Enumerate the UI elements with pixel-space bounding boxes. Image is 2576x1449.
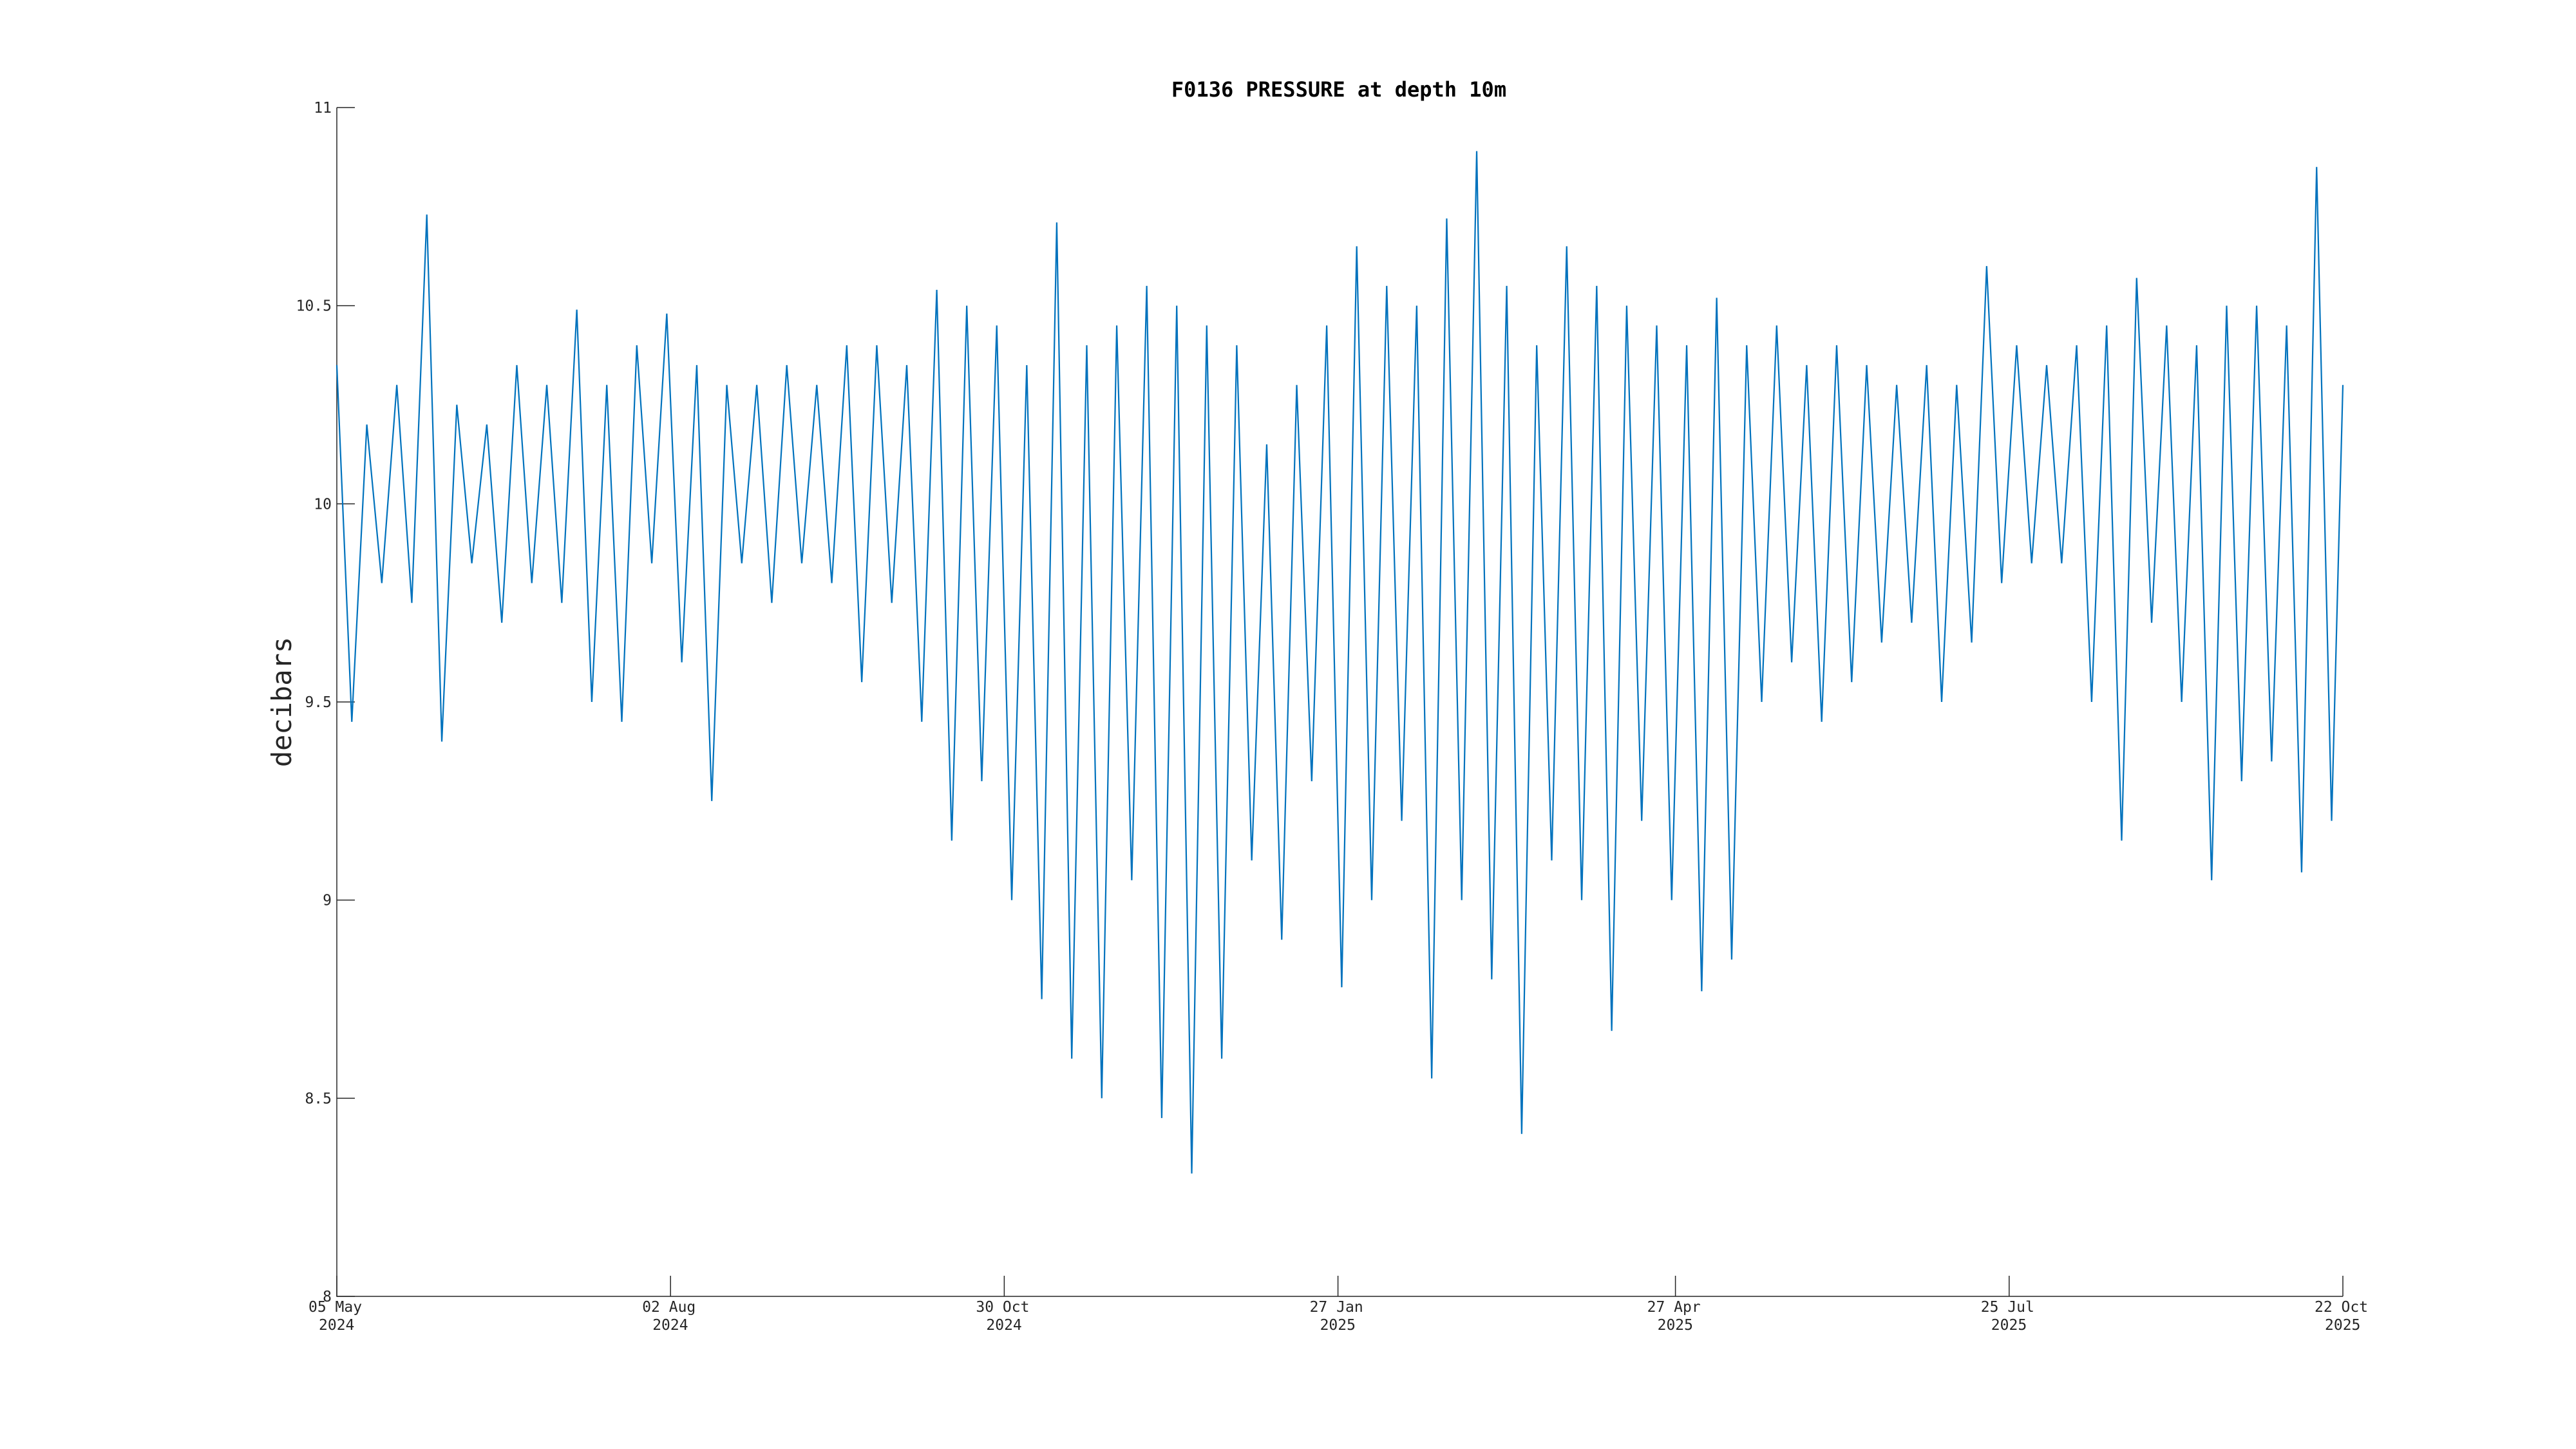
x-tick-label-line: 2025	[1991, 1317, 2027, 1334]
data-line	[336, 151, 2344, 1174]
x-tick-label-line: 25 Jul	[1981, 1299, 2034, 1316]
y-tick-label: 8.5	[305, 1090, 332, 1107]
y-tick-label: 8	[323, 1289, 332, 1305]
x-tick-label-line: 2024	[319, 1317, 354, 1334]
x-tick-label-line: 30 Oct	[976, 1299, 1029, 1316]
x-tick-label: 25 Jul 2025	[1981, 1299, 2034, 1334]
x-tick-label: 30 Oct 2024	[976, 1299, 1029, 1334]
x-tick-label-line: 2024	[986, 1317, 1021, 1334]
x-tick-label-line: 27 Jan	[1310, 1299, 1363, 1316]
x-tick-label: 22 Oct 2025	[2315, 1299, 2368, 1334]
y-tick-label: 9	[323, 893, 332, 909]
x-tick-label-line: 02 Aug	[642, 1299, 696, 1316]
y-tick-label: 9.5	[305, 694, 332, 711]
y-tick-label: 11	[314, 100, 332, 117]
x-tick-label-line: 27 Apr	[1647, 1299, 1701, 1316]
x-tick-label: 05 May 2024	[308, 1299, 362, 1334]
x-tick-label-line: 2024	[652, 1317, 688, 1334]
x-tick-label-line: 22 Oct	[2315, 1299, 2368, 1316]
x-tick-label: 27 Apr 2025	[1647, 1299, 1701, 1334]
x-tick-label: 27 Jan 2025	[1310, 1299, 1363, 1334]
x-tick-label: 02 Aug 2024	[642, 1299, 696, 1334]
y-tick-label: 10.5	[296, 298, 332, 315]
x-tick-label-line: 2025	[1320, 1317, 1356, 1334]
x-tick-label-line: 05 May	[308, 1299, 362, 1316]
chart-title: F0136 PRESSURE at depth 10m	[1171, 77, 1506, 102]
y-tick-label: 10	[314, 496, 332, 513]
axis-line	[336, 108, 2343, 1297]
x-tick-label-line: 2025	[2325, 1317, 2360, 1334]
y-axis-label: decibars	[266, 637, 298, 767]
x-tick-label-line: 2025	[1658, 1317, 1693, 1334]
